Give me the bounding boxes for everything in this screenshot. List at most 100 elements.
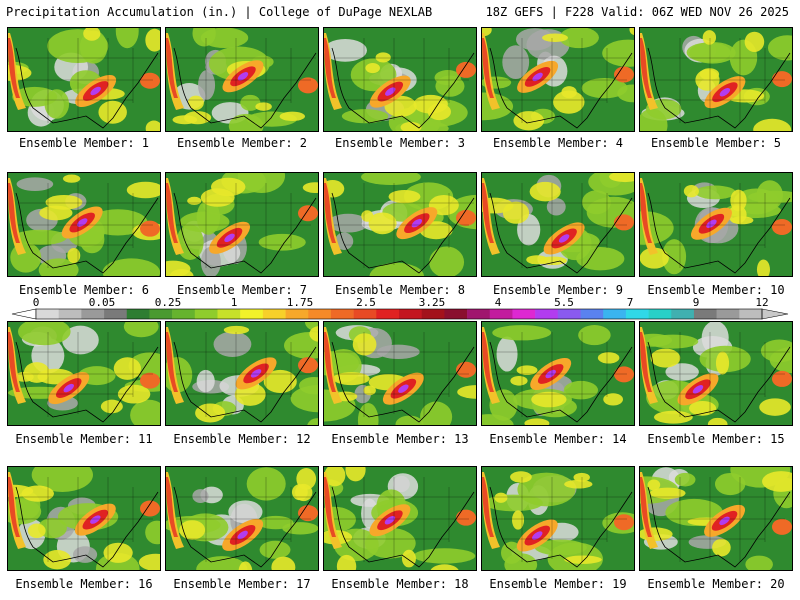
legend-swatch (240, 309, 264, 319)
member-panel-4 (481, 27, 635, 132)
member-caption: Ensemble Member: 6 (18, 283, 150, 297)
legend-swatch (716, 309, 740, 319)
legend-tick-label: 0.25 (154, 296, 182, 309)
legend-swatch (376, 309, 400, 319)
legend-swatch (194, 309, 218, 319)
member-caption: Ensemble Member: 8 (334, 283, 466, 297)
member-panel-18 (323, 466, 477, 571)
legend-swatch (217, 309, 241, 319)
member-caption: Ensemble Member: 11 (15, 432, 153, 446)
member-panel-17 (165, 466, 319, 571)
legend-swatch (603, 309, 627, 319)
legend-tick-label: 0.05 (88, 296, 116, 309)
precip-map (640, 467, 792, 570)
precip-map (482, 173, 634, 276)
precip-map (324, 467, 476, 570)
member-caption: Ensemble Member: 2 (176, 136, 308, 150)
member-panel-3 (323, 27, 477, 132)
legend-swatch (285, 309, 309, 319)
precip-map (166, 28, 318, 131)
member-panel-7 (165, 172, 319, 277)
legend-swatch (36, 309, 59, 319)
legend-tick-label: 3.25 (418, 296, 446, 309)
precip-map (324, 173, 476, 276)
member-panel-15 (639, 321, 793, 426)
member-panel-19 (481, 466, 635, 571)
legend-tick-label: 0 (32, 296, 40, 309)
member-panel-9 (481, 172, 635, 277)
legend-swatch (512, 309, 536, 319)
legend-swatch (739, 309, 763, 319)
precip-map (166, 322, 318, 425)
legend-swatch (444, 309, 468, 319)
member-caption: Ensemble Member: 9 (492, 283, 624, 297)
legend-swatch (580, 309, 604, 319)
legend-swatch (81, 309, 105, 319)
member-caption: Ensemble Member: 1 (18, 136, 150, 150)
member-panel-6 (7, 172, 161, 277)
member-caption: Ensemble Member: 14 (489, 432, 627, 446)
member-panel-8 (323, 172, 477, 277)
member-caption: Ensemble Member: 4 (492, 136, 624, 150)
member-caption: Ensemble Member: 15 (647, 432, 785, 446)
legend-tick-label: 9 (692, 296, 700, 309)
member-panel-2 (165, 27, 319, 132)
legend-swatch (149, 309, 173, 319)
member-panel-12 (165, 321, 319, 426)
legend-tick-label: 7 (626, 296, 634, 309)
legend-outline (35, 308, 763, 320)
legend-swatch (308, 309, 332, 319)
legend-swatch (625, 309, 649, 319)
legend-swatch (262, 309, 286, 319)
header: Precipitation Accumulation (in.) | Colle… (0, 0, 800, 24)
member-caption: Ensemble Member: 19 (489, 577, 627, 591)
member-caption: Ensemble Member: 18 (331, 577, 469, 591)
precip-map (8, 28, 160, 131)
legend-swatch (421, 309, 445, 319)
member-caption: Ensemble Member: 3 (334, 136, 466, 150)
precip-map (8, 467, 160, 570)
legend-swatch (467, 309, 491, 319)
precip-map (166, 173, 318, 276)
legend-swatch (399, 309, 422, 319)
precip-map (8, 322, 160, 425)
legend-labels: 0 0.05 0.25 1 1.75 2.5 3.25 4 5.5 7 9 12 (0, 296, 800, 310)
precip-map (324, 322, 476, 425)
legend-swatch (330, 309, 354, 319)
legend-arrow-left (11, 308, 37, 320)
member-panel-5 (639, 27, 793, 132)
legend-swatch (126, 309, 150, 319)
precip-map (166, 467, 318, 570)
member-caption: Ensemble Member: 20 (647, 577, 785, 591)
legend-arrow-right (761, 308, 789, 320)
member-caption: Ensemble Member: 7 (176, 283, 308, 297)
member-caption: Ensemble Member: 17 (173, 577, 311, 591)
member-panel-10 (639, 172, 793, 277)
legend-swatch (489, 309, 513, 319)
legend-tick-label: 12 (755, 296, 769, 309)
legend-tick-label: 4 (494, 296, 502, 309)
legend-tick-label: 2.5 (356, 296, 376, 309)
legend-swatch (104, 309, 128, 319)
legend-colorbar (11, 308, 789, 320)
precip-map (482, 322, 634, 425)
valid-time: 18Z GEFS | F228 Valid: 06Z WED NOV 26 20… (485, 5, 789, 19)
member-caption: Ensemble Member: 13 (331, 432, 469, 446)
member-panel-11 (7, 321, 161, 426)
member-caption: Ensemble Member: 5 (650, 136, 782, 150)
member-panel-13 (323, 321, 477, 426)
member-caption: Ensemble Member: 12 (173, 432, 311, 446)
precip-map (8, 173, 160, 276)
precip-map (324, 28, 476, 131)
legend-swatch (671, 309, 695, 319)
precip-map (640, 173, 792, 276)
member-panel-16 (7, 466, 161, 571)
precip-map (640, 28, 792, 131)
precip-map (482, 467, 634, 570)
precip-map (482, 28, 634, 131)
legend-swatch (172, 309, 196, 319)
member-caption: Ensemble Member: 16 (15, 577, 153, 591)
legend-tick-label: 1 (230, 296, 238, 309)
legend-tick-label: 1.75 (286, 296, 314, 309)
legend-swatch (648, 309, 672, 319)
